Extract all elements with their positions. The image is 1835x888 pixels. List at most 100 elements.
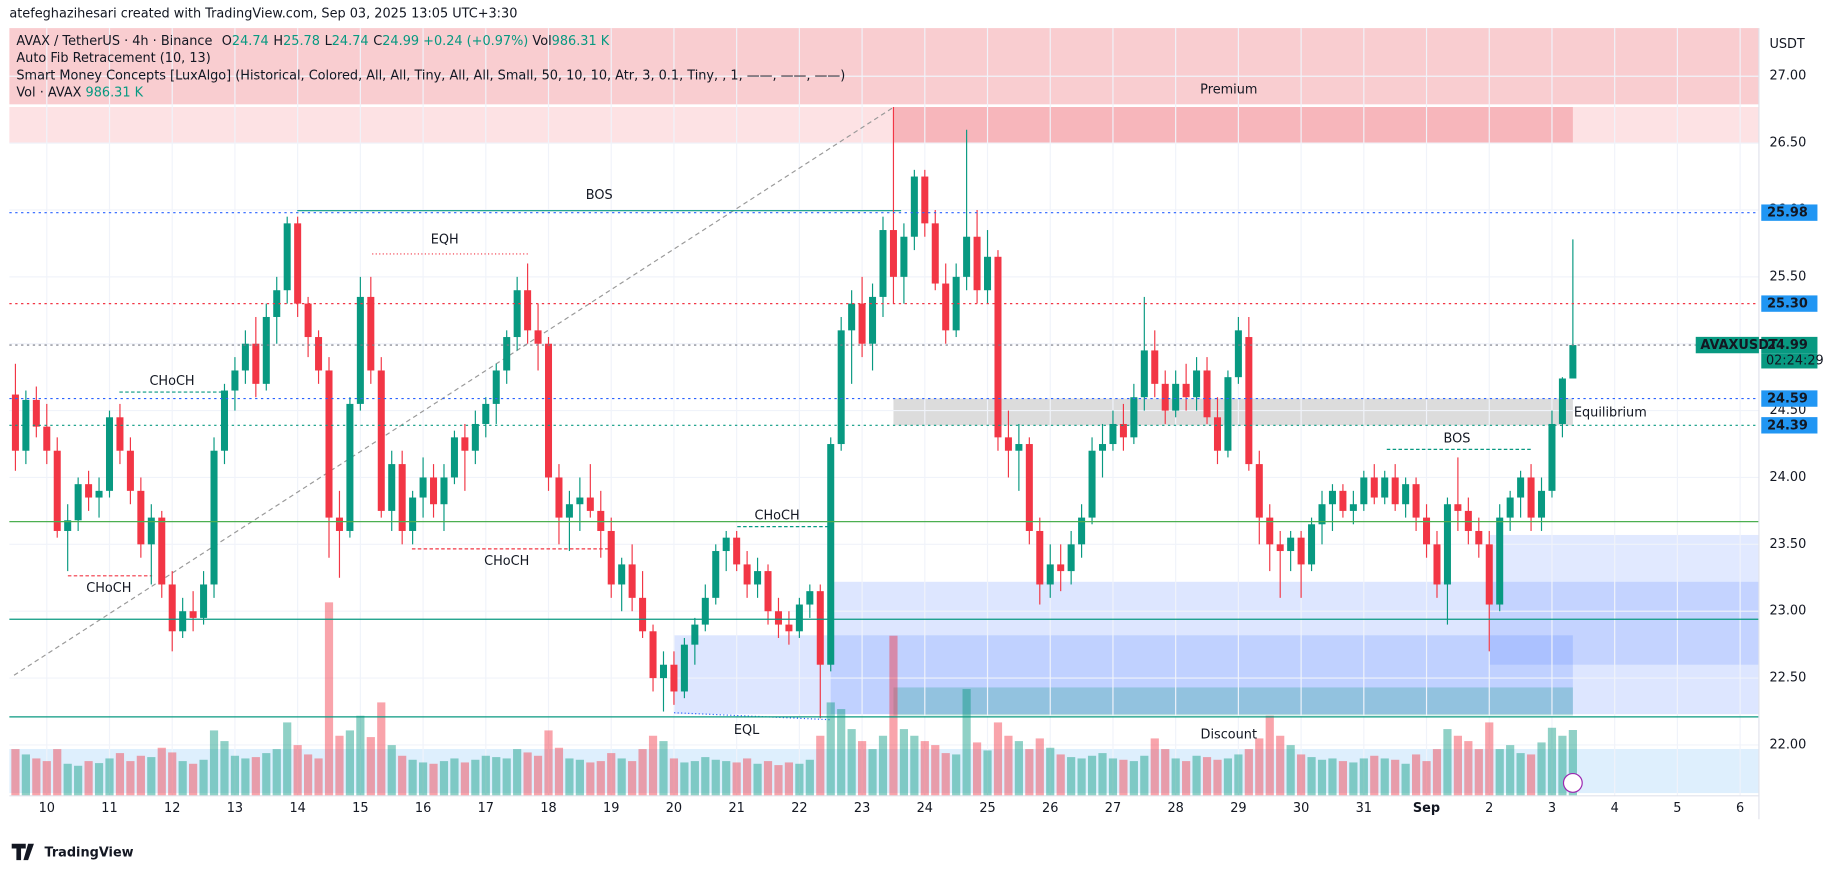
candle-body (513, 290, 521, 338)
ohlc-label: L (325, 33, 333, 48)
candle-body (534, 330, 542, 344)
candle-body (200, 584, 208, 618)
candle-body (1015, 444, 1023, 451)
volume-bar (94, 763, 104, 796)
price-label-box (1761, 417, 1818, 434)
candle-body (555, 477, 563, 518)
candle-body (335, 517, 343, 531)
candle-body (1109, 423, 1117, 445)
candle-body (189, 611, 197, 618)
change: +0.24 (+0.97%) (423, 33, 528, 48)
volume-bar (962, 689, 971, 796)
candle-body (931, 223, 939, 284)
symbol-label: AVAXUSDT (1700, 338, 1777, 353)
zone (9, 748, 1759, 794)
zone (893, 106, 1573, 144)
volume-bar (1255, 738, 1264, 796)
volume-bar (1328, 758, 1337, 796)
candle-body (900, 236, 908, 277)
candle-body (105, 417, 114, 491)
x-tick-label: 31 (1356, 801, 1372, 816)
volume-bar (523, 752, 532, 796)
candle-body (1506, 497, 1514, 518)
structure-lines (67, 210, 1534, 721)
x-tick-label: 29 (1230, 801, 1246, 816)
volume-bar (763, 761, 773, 796)
x-tick-label: 22 (791, 801, 807, 816)
candle-body (1224, 377, 1232, 451)
volume-bar (1046, 747, 1055, 796)
x-tick-label: 21 (728, 801, 744, 816)
price-label: 25.30 (1767, 297, 1808, 312)
candle-body (910, 176, 918, 237)
x-tick-label: 12 (164, 801, 180, 816)
candle-body (1328, 490, 1336, 505)
y-tick-label: 26.50 (1769, 136, 1806, 151)
candle-body (32, 399, 40, 427)
price-label: 24.59 (1767, 392, 1808, 407)
candle-body (869, 296, 877, 344)
volume-bar (648, 735, 658, 796)
candle-body (294, 223, 302, 304)
annotation: CHoCH (754, 509, 799, 524)
candle-body (1172, 383, 1180, 411)
candle-body (440, 477, 448, 505)
candle-body (1297, 537, 1305, 565)
candle-body (461, 437, 469, 451)
candle-body (618, 564, 626, 585)
volume-bar (492, 757, 501, 796)
candle-body (659, 664, 668, 679)
volume-bar (429, 763, 438, 796)
candle-body (430, 477, 438, 505)
candle-body (126, 450, 134, 491)
indicator: Vol · AVAX 986.31 K (16, 85, 143, 100)
candle-body (262, 316, 270, 384)
annotation: BOS (586, 188, 613, 203)
volume-bar (972, 742, 982, 796)
volume-bar (1025, 749, 1034, 796)
candle-body (367, 296, 375, 371)
volume-bar (241, 758, 250, 796)
x-tick-label: 4 (1611, 801, 1619, 816)
volume-bar (1119, 759, 1128, 796)
candle-body (346, 403, 354, 531)
volume-bar (314, 758, 323, 796)
candle-body (816, 591, 824, 665)
candle-body (712, 551, 720, 598)
volume-bar (575, 759, 584, 796)
x-tick-label: 11 (101, 801, 117, 816)
candle-body (137, 490, 145, 545)
volume-bar (157, 747, 166, 796)
volume-bar (1234, 754, 1243, 796)
ohlc-value: 25.78 (283, 33, 320, 48)
volume-bar (1495, 749, 1504, 796)
x-tick-label: 23 (854, 801, 870, 816)
candle-body (241, 343, 249, 371)
annotation: CHoCH (484, 554, 529, 569)
currency: USDT (1769, 37, 1804, 52)
candle-body (733, 537, 741, 565)
candle-body (1381, 477, 1389, 498)
candle-body (764, 571, 772, 612)
volume-bar (1547, 727, 1557, 796)
y-tick-label: 24.50 (1769, 403, 1806, 418)
x-tick-label: 28 (1167, 801, 1183, 816)
volume-bar (1265, 715, 1274, 796)
candle-body (1130, 397, 1138, 438)
annotation: Premium (1200, 83, 1257, 98)
x-tick-label: 27 (1105, 801, 1121, 816)
candle-body (398, 464, 406, 531)
volume-bar (262, 753, 271, 796)
candle-body (503, 337, 511, 371)
candle-body (252, 343, 260, 384)
volume-bar (502, 758, 511, 796)
volume-bar (136, 755, 145, 796)
x-tick-label: 10 (39, 801, 55, 816)
grid (9, 28, 1759, 796)
candle-body (1140, 350, 1148, 398)
candle-body (388, 464, 396, 511)
candle-body (1464, 510, 1472, 531)
candle-body (1276, 544, 1284, 552)
candle-body (53, 450, 61, 531)
volume-bar (1568, 729, 1577, 796)
